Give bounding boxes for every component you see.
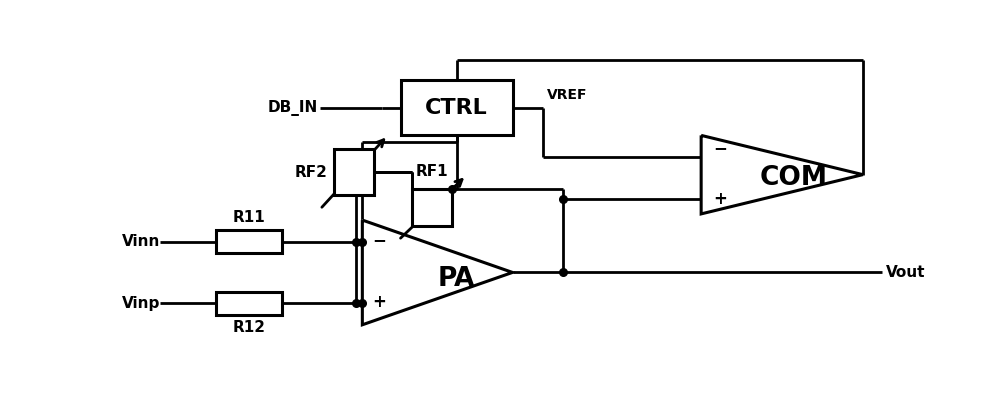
Text: RF1: RF1	[416, 164, 449, 179]
Text: +: +	[372, 293, 386, 311]
Bar	[216, 230, 282, 253]
Polygon shape	[362, 220, 512, 325]
Text: VREF: VREF	[547, 88, 588, 102]
Text: Vout: Vout	[886, 265, 925, 280]
Text: PA: PA	[438, 266, 475, 292]
Text: COM: COM	[760, 166, 828, 191]
Text: Vinp: Vinp	[121, 296, 160, 311]
Text: R11: R11	[232, 210, 265, 225]
Bar	[216, 292, 282, 315]
Text: Vinn: Vinn	[121, 234, 160, 249]
Text: DB_IN: DB_IN	[267, 100, 318, 116]
Bar	[412, 189, 452, 226]
Text: RF2: RF2	[295, 165, 328, 180]
Text: −: −	[713, 139, 727, 158]
Text: −: −	[372, 231, 386, 249]
Text: +: +	[713, 189, 727, 208]
Text: CTRL: CTRL	[425, 98, 488, 118]
Bar	[334, 149, 374, 195]
Bar	[401, 80, 512, 135]
Text: R12: R12	[232, 320, 265, 335]
Polygon shape	[701, 135, 863, 214]
